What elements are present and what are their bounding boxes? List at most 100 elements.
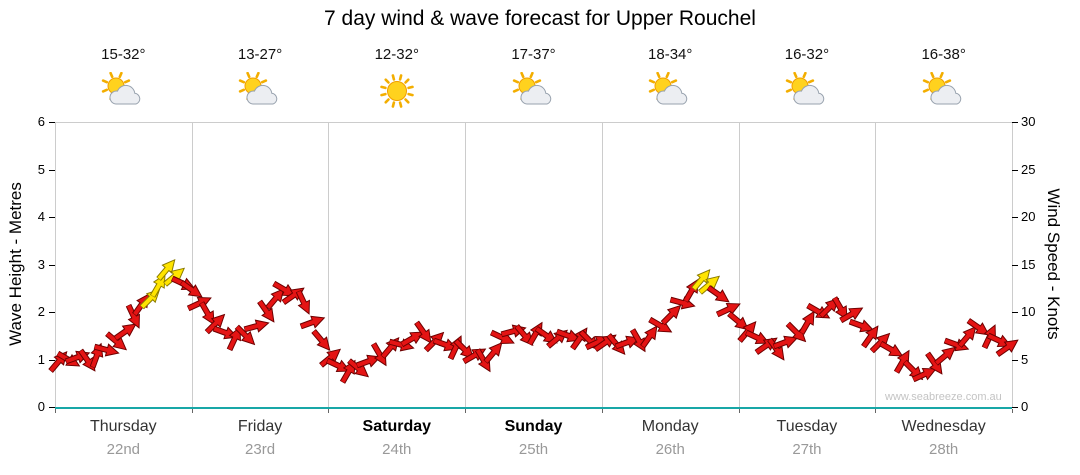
sun-cloud-icon — [237, 71, 283, 110]
wind-arrow — [431, 334, 460, 356]
wind-arrow — [829, 294, 854, 324]
temp-range: 12-32° — [374, 46, 419, 63]
day-name: Sunday — [504, 418, 563, 435]
day-date: 22nd — [106, 441, 141, 458]
wind-arrow — [637, 321, 663, 350]
wind-arrow — [932, 341, 961, 368]
cloud — [109, 84, 141, 105]
left-axis-tick — [49, 169, 55, 171]
wind-arrow — [202, 309, 230, 337]
x-axis-line — [55, 407, 1012, 409]
cloud — [930, 84, 961, 105]
wind-arrow — [292, 288, 316, 317]
day-name: Wednesday — [901, 418, 986, 435]
right-axis-tick-label: 25 — [1021, 161, 1036, 177]
wind-arrow — [102, 329, 131, 356]
right-axis-tick — [1012, 264, 1018, 266]
cloud — [656, 84, 688, 105]
sun-cloud-icon — [100, 71, 146, 110]
day-date: 23rd — [245, 441, 276, 458]
temp-range: 17-37° — [511, 46, 556, 63]
left-axis-tick — [49, 264, 55, 266]
wind-arrow — [177, 277, 206, 303]
wind-arrow — [867, 328, 895, 356]
day-gridline — [601, 122, 603, 407]
day-date: 28th — [929, 441, 959, 458]
right-axis-tick — [1012, 217, 1018, 218]
chart-title: 7 day wind & wave forecast for Upper Rou… — [324, 7, 756, 30]
day-gridline — [465, 122, 467, 407]
sun-icon — [374, 72, 420, 110]
wind-arrow — [657, 300, 685, 328]
wind-arrow — [955, 321, 982, 350]
wind-arrow — [646, 314, 676, 339]
wind-arrow-strong — [695, 270, 724, 297]
cloud — [793, 84, 825, 105]
watermark: www.seabreeze.com.au — [885, 391, 1002, 403]
left-axis-tick — [49, 359, 55, 361]
x-axis-tick — [601, 409, 603, 413]
wind-arrow — [411, 318, 437, 347]
right-axis-tick — [1012, 407, 1018, 408]
x-axis-tick — [875, 409, 877, 413]
x-axis-tick — [191, 409, 193, 413]
wind-arrow — [772, 331, 801, 353]
x-axis-tick — [55, 409, 56, 413]
wind-arrow-strong — [688, 264, 715, 293]
day-gridline — [875, 122, 877, 407]
wind-arrow — [858, 321, 884, 350]
left-axis-tick — [49, 407, 55, 408]
left-axis-tick-label: 0 — [37, 399, 45, 414]
left-axis-tick-label: 6 — [37, 114, 45, 129]
wind-arrow — [910, 362, 939, 386]
day-gridline — [191, 122, 193, 407]
plot-top-border — [55, 122, 1012, 123]
wind-arrow — [877, 337, 907, 362]
right-axis-tick — [1012, 359, 1018, 361]
day-date: 24th — [382, 441, 412, 458]
wind-arrow — [254, 297, 280, 326]
right-axis-tick-label: 15 — [1021, 256, 1036, 272]
wind-arrow — [243, 316, 272, 336]
wind-arrow — [93, 340, 122, 360]
wind-arrow — [232, 322, 260, 350]
wind-arrow — [837, 301, 867, 326]
wind-arrow — [196, 299, 221, 329]
right-axis-tick — [1012, 169, 1018, 171]
temp-range: 13-27° — [237, 46, 283, 63]
left-axis-tick-label: 3 — [37, 256, 45, 272]
wind-arrow — [743, 326, 772, 350]
wind-arrow — [299, 310, 328, 332]
left-axis-tick — [49, 122, 55, 123]
sun-rays — [379, 74, 414, 108]
temp-range: 15-32° — [101, 46, 146, 63]
left-axis-tick-label: 5 — [37, 161, 45, 177]
day-name: Saturday — [362, 418, 432, 435]
temp-range: 16-32° — [784, 46, 830, 63]
x-axis-tick — [465, 409, 467, 413]
right-axis-tick-label: 5 — [1021, 351, 1029, 367]
temp-range: 16-38° — [921, 46, 966, 63]
right-axis-tick-label: 10 — [1021, 304, 1036, 319]
left-axis-tick — [49, 312, 55, 313]
day-gridline — [738, 122, 740, 407]
wind-arrow — [554, 325, 583, 347]
wind-arrow — [512, 321, 539, 350]
left-axis-tick — [49, 217, 55, 218]
wind-arrow — [480, 337, 507, 366]
right-axis-tick-label: 30 — [1021, 114, 1036, 129]
day-name: Friday — [237, 418, 283, 435]
right-axis-tick-label: 20 — [1021, 209, 1036, 224]
wind-arrow — [317, 343, 346, 370]
wind-arrow — [724, 308, 753, 335]
cloud — [520, 84, 551, 105]
left-axis-tick-label: 1 — [37, 351, 45, 367]
wind-arrow — [943, 334, 972, 356]
day-name: Tuesday — [776, 418, 838, 435]
wind-arrow — [714, 297, 743, 321]
sun-cloud-icon — [647, 71, 693, 110]
wind-arrow — [111, 318, 140, 344]
left-axis-tick-label: 2 — [37, 304, 45, 319]
day-gridline — [328, 122, 330, 407]
